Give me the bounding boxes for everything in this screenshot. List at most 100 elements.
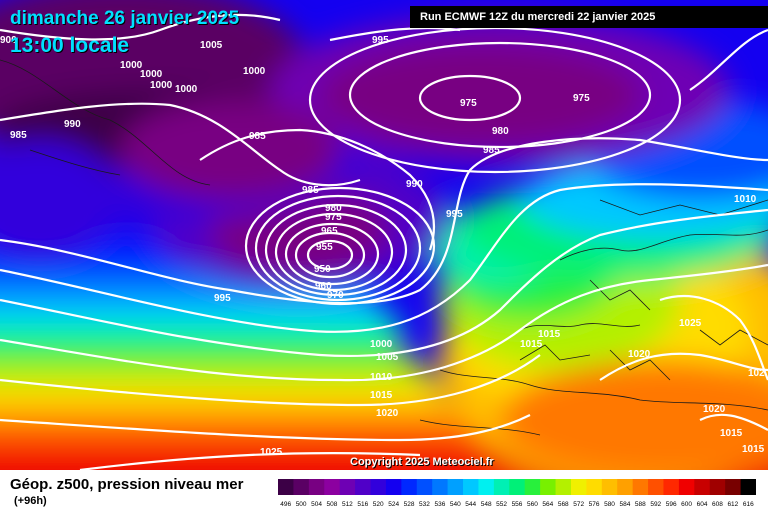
legend-swatch <box>617 479 634 495</box>
legend-value: 568 <box>558 501 569 508</box>
isobar-label: 950 <box>314 264 331 275</box>
legend-value: 548 <box>481 501 492 508</box>
isobar-label: 1000 <box>175 84 198 95</box>
isobar-label: 985 <box>10 130 27 141</box>
legend-swatch <box>278 479 294 495</box>
legend-swatch <box>570 479 587 495</box>
legend-value: 604 <box>697 501 708 508</box>
isobar-label: 975 <box>460 98 477 109</box>
pressure-labels: 1005 995 1000 1000 1000 1000 1000 985 99… <box>0 35 765 458</box>
legend-value: 556 <box>512 501 523 508</box>
legend-swatch <box>586 479 603 495</box>
isobar-label: 1000 <box>140 69 163 80</box>
isobar-label: 1010 <box>370 372 393 383</box>
copyright: Copyright 2025 Meteociel.fr <box>350 456 494 468</box>
isobar-label: 1000 <box>120 60 143 71</box>
legend-swatch <box>308 479 325 495</box>
legend-value: 536 <box>434 501 445 508</box>
isobar-label: 985 <box>302 185 319 196</box>
isobar-label: 980 <box>325 203 342 214</box>
legend-swatch <box>493 479 510 495</box>
legend-value: 496 <box>280 501 291 508</box>
isobar-label: 995 <box>214 293 231 304</box>
legend-swatch <box>401 479 418 495</box>
z500-field: 1005 995 1000 1000 1000 1000 1000 985 99… <box>0 0 768 470</box>
legend-value: 560 <box>527 501 538 508</box>
legend-swatch <box>416 479 433 495</box>
legend-swatch <box>663 479 680 495</box>
legend-swatch <box>432 479 449 495</box>
coastlines <box>0 59 768 436</box>
legend-value: 544 <box>465 501 476 508</box>
legend-value: 520 <box>373 501 384 508</box>
isobar-label: 975 <box>573 93 590 104</box>
legend-value: 552 <box>496 501 507 508</box>
legend-value: 584 <box>620 501 631 508</box>
legend-swatch <box>524 479 541 495</box>
isobar-label: 102 <box>748 368 765 379</box>
legend-value: 524 <box>388 501 399 508</box>
isobar-label: 1020 <box>376 408 399 419</box>
isobar-label: 1025 <box>260 447 283 458</box>
legend-value: 504 <box>311 501 322 508</box>
isobar-label: 990 <box>64 119 81 130</box>
legend-swatch <box>339 479 356 495</box>
isobar-label: 1000 <box>370 339 393 350</box>
isobar-label: 1000 <box>243 66 266 77</box>
legend-swatch <box>324 479 341 495</box>
legend-swatch <box>678 479 695 495</box>
legend-value: 572 <box>573 501 584 508</box>
isobar-label: 1015 <box>370 390 393 401</box>
isobar-label: 985 <box>249 131 266 142</box>
legend-value: 540 <box>450 501 461 508</box>
legend-value: 616 <box>743 501 754 508</box>
legend-swatch <box>632 479 649 495</box>
run-info: Run ECMWF 12Z du mercredi 22 janvier 202… <box>410 6 768 28</box>
legend-swatch <box>540 479 557 495</box>
isobar-label: 1015 <box>520 339 543 350</box>
isobar-label: 1010 <box>734 194 757 205</box>
forecast-lead: (+96h) <box>14 495 47 507</box>
legend-value: 516 <box>357 501 368 508</box>
isobar-label: 1015 <box>538 329 561 340</box>
color-scale-legend: 496 500 504 508 512 516 520 524 528 532 536 540 544 5… <box>278 479 756 508</box>
legend-value: 588 <box>635 501 646 508</box>
legend-value: 580 <box>604 501 615 508</box>
legend-swatch <box>463 479 479 495</box>
legend-swatch <box>355 479 372 495</box>
legend-swatch <box>509 479 526 495</box>
legend-value: 600 <box>681 501 692 508</box>
legend-value: 592 <box>650 501 661 508</box>
isobar-label: 965 <box>321 226 338 237</box>
isobar-label: 980 <box>492 126 509 137</box>
legend-swatch <box>694 479 711 495</box>
legend-swatch <box>601 479 618 495</box>
legend-value: 608 <box>712 501 723 508</box>
legend-swatch <box>293 479 310 495</box>
legend-swatch <box>478 479 495 495</box>
isobar-label: 900 <box>0 35 17 46</box>
legend-value: 612 <box>727 501 738 508</box>
isobar-label: 1005 <box>200 40 223 51</box>
isobar-label: 1020 <box>628 349 651 360</box>
legend-value: 500 <box>296 501 307 508</box>
isobar-label: 985 <box>483 145 500 156</box>
map-title: Géop. z500, pression niveau mer <box>10 476 244 493</box>
forecast-date: dimanche 26 janvier 2025 <box>10 8 240 29</box>
forecast-time: 13:00 locale <box>10 34 130 57</box>
isobar-label: 990 <box>406 179 423 190</box>
legend-swatch <box>648 479 664 495</box>
isobar-label: 995 <box>372 35 389 46</box>
legend-value: 512 <box>342 501 353 508</box>
isobar-label: 1015 <box>742 444 765 455</box>
isobar-label: 1015 <box>720 428 743 439</box>
legend-value: 564 <box>542 501 553 508</box>
isobar-label: 995 <box>446 209 463 220</box>
isobar-label: 960 <box>315 281 332 292</box>
isobar-label: 1005 <box>376 352 399 363</box>
isobar-label: 955 <box>316 242 333 253</box>
legend-value: 576 <box>589 501 600 508</box>
legend-swatch <box>555 479 572 495</box>
legend-swatch <box>740 479 756 495</box>
legend-value: 532 <box>419 501 430 508</box>
